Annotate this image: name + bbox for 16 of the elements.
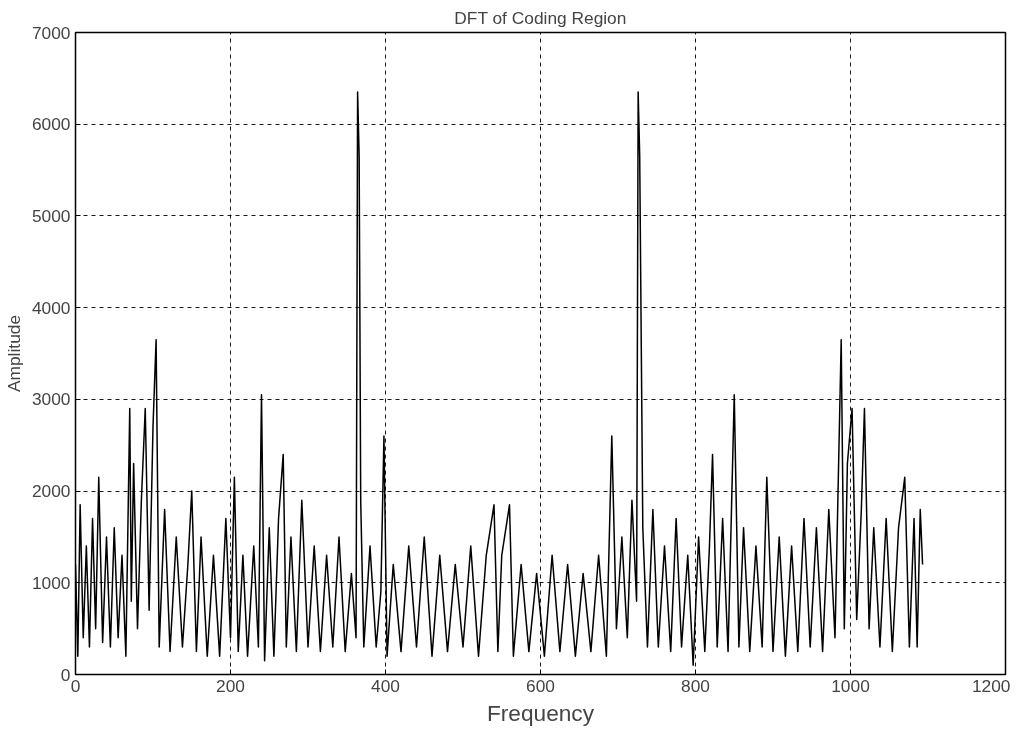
y-tick-label: 4000	[31, 297, 71, 318]
x-axis-title: Frequency	[486, 699, 595, 726]
chart-title: DFT of Coding Region	[454, 7, 627, 28]
y-tick-label: 3000	[31, 389, 71, 410]
x-tick-label: 200	[216, 675, 245, 696]
y-tick-label: 7000	[31, 22, 71, 43]
x-tick-label: 1200	[971, 675, 1011, 696]
y-tick-label: 1000	[31, 572, 71, 593]
y-tick-label: 2000	[31, 481, 71, 502]
y-tick-label: 5000	[31, 205, 71, 226]
x-tick-label: 600	[526, 675, 555, 696]
x-tick-label: 800	[681, 675, 710, 696]
x-tick-label: 1000	[831, 675, 870, 696]
x-tick-label: 400	[371, 675, 400, 696]
y-axis-title: Amplitude	[3, 314, 24, 393]
y-tick-label: 6000	[31, 114, 71, 135]
